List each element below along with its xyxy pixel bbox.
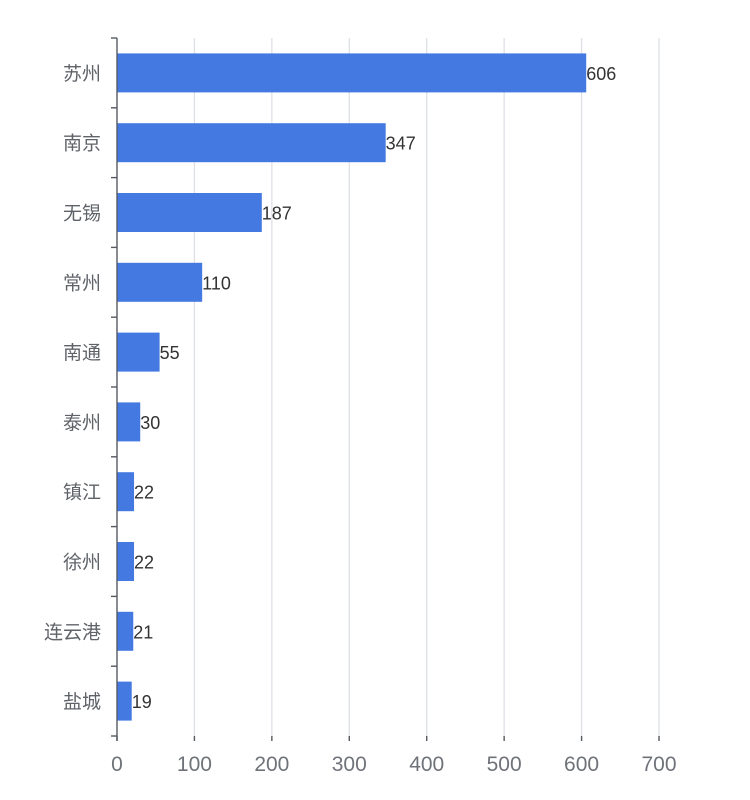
bar [117, 611, 134, 651]
bar [117, 262, 203, 302]
value-label: 187 [262, 204, 292, 224]
x-tick-label: 300 [332, 753, 367, 776]
x-tick-label: 400 [409, 753, 444, 776]
bar [117, 681, 132, 721]
category-label: 徐州 [63, 552, 101, 574]
value-label: 21 [133, 622, 153, 642]
x-tick-label: 100 [177, 753, 212, 776]
category-label: 无锡 [63, 203, 101, 225]
bar [117, 53, 587, 93]
x-tick-label: 0 [111, 753, 123, 776]
bar-layer [117, 53, 587, 721]
label-layer: 0 100 200 300 400 500 600 700 苏州 606 南京 347 无锡 187 常州 1… [44, 63, 677, 776]
category-label: 泰州 [63, 412, 101, 434]
bar [117, 123, 386, 163]
value-label: 606 [586, 64, 616, 84]
x-tick-label: 200 [254, 753, 289, 776]
x-tick-label: 700 [641, 753, 676, 776]
axis-layer [111, 37, 660, 741]
category-label: 苏州 [63, 63, 101, 85]
category-label: 镇江 [63, 482, 101, 504]
category-label: 常州 [63, 272, 101, 294]
category-label: 盐城 [63, 691, 101, 713]
value-label: 110 [202, 273, 231, 293]
value-label: 55 [160, 343, 180, 363]
category-label: 连云港 [44, 621, 101, 643]
category-label: 南京 [63, 133, 101, 155]
category-label: 南通 [63, 342, 101, 364]
bar [117, 472, 135, 512]
bar [117, 332, 160, 372]
value-label: 22 [134, 483, 154, 503]
value-label: 22 [134, 553, 154, 573]
x-tick-label: 600 [564, 753, 599, 776]
bar [117, 193, 262, 232]
bar [117, 402, 141, 442]
bar [117, 542, 135, 581]
value-label: 347 [386, 134, 416, 154]
value-label: 30 [140, 413, 160, 433]
value-label: 19 [132, 692, 152, 712]
x-tick-label: 500 [487, 753, 522, 776]
